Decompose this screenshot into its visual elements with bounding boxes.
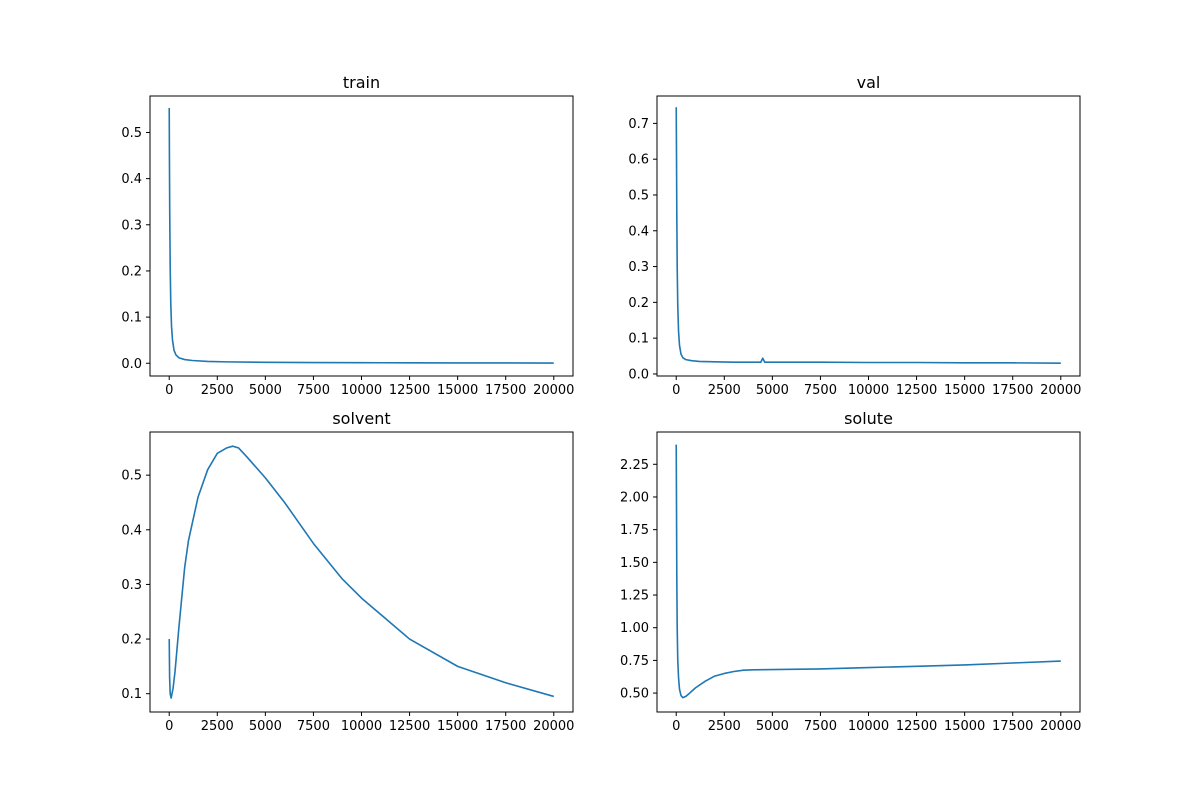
y-tick-label: 0.3 (121, 578, 142, 593)
y-tick-label: 0.0 (121, 357, 142, 372)
axes-frame (149, 95, 574, 377)
y-tick-label: 0.3 (628, 260, 649, 275)
y-tick-label: 0.2 (628, 296, 649, 311)
y-tick-label: 0.3 (121, 218, 142, 233)
x-tick-label: 20000 (1040, 719, 1081, 734)
y-tick-label: 2.00 (620, 490, 649, 505)
x-tick-label: 12500 (389, 383, 430, 398)
subplot-solvent: solvent 0 2500 5000 7500 10000 12500 15000 17500… (121, 409, 574, 734)
y-tick-label: 1.50 (620, 556, 649, 571)
x-tick-label: 2500 (201, 383, 234, 398)
y-tick-label: 1.75 (620, 523, 649, 538)
series-line (168, 445, 554, 699)
x-tick-label: 10000 (848, 383, 889, 398)
x-tick-label: 20000 (533, 383, 574, 398)
x-tick-label: 7500 (804, 719, 837, 734)
x-tick-label: 0 (672, 719, 680, 734)
y-tick-label: 1.25 (620, 589, 649, 604)
x-tick-label: 0 (165, 719, 173, 734)
axes-frame (149, 431, 574, 713)
subplot-title: solvent (332, 409, 390, 428)
x-tick-label: 15000 (437, 383, 478, 398)
y-tick-label: 0.2 (121, 264, 142, 279)
x-tick-label: 15000 (437, 719, 478, 734)
y-tick-label: 0.1 (121, 687, 142, 702)
axes-frame (656, 431, 1081, 713)
subplot-title: train (343, 73, 380, 92)
x-tick-label: 0 (672, 383, 680, 398)
y-tick-label: 0.5 (121, 126, 142, 141)
y-tick-label: 2.25 (620, 458, 649, 473)
series-line (675, 444, 1061, 699)
subplot-title: solute (844, 409, 893, 428)
x-tick-label: 2500 (201, 719, 234, 734)
subplot-title: val (857, 73, 881, 92)
y-tick-label: 0.4 (121, 172, 142, 187)
axes-frame (656, 95, 1081, 377)
x-tick-label: 15000 (944, 383, 985, 398)
x-tick-label: 10000 (341, 719, 382, 734)
y-tick-label: 0.1 (121, 311, 142, 326)
subplot-solute: solute 0 2500 5000 7500 10000 12500 15000 17500 2… (620, 409, 1081, 734)
x-tick-label: 17500 (485, 719, 526, 734)
x-tick-label: 10000 (848, 719, 889, 734)
x-tick-label: 12500 (389, 719, 430, 734)
y-tick-label: 0.6 (628, 153, 649, 168)
y-tick-label: 0.1 (628, 332, 649, 347)
subplot-train: train 0 2500 5000 7500 10000 12500 15000 17500 20… (121, 73, 574, 398)
x-tick-label: 12500 (896, 719, 937, 734)
y-tick-label: 0.7 (628, 117, 649, 132)
x-tick-label: 20000 (533, 719, 574, 734)
subplot-val: val 0 2500 5000 7500 10000 12500 15000 17500 2000… (628, 73, 1081, 398)
y-tick-label: 0.5 (628, 188, 649, 203)
x-tick-label: 17500 (992, 719, 1033, 734)
x-tick-label: 17500 (992, 383, 1033, 398)
x-tick-label: 7500 (297, 719, 330, 734)
x-tick-label: 7500 (804, 383, 837, 398)
y-tick-label: 0.0 (628, 367, 649, 382)
x-tick-label: 5000 (756, 383, 789, 398)
y-tick-label: 0.50 (620, 687, 649, 702)
x-tick-label: 0 (165, 383, 173, 398)
x-tick-label: 5000 (756, 719, 789, 734)
x-tick-label: 10000 (341, 383, 382, 398)
y-tick-label: 0.2 (121, 633, 142, 648)
y-tick-label: 0.5 (121, 469, 142, 484)
x-tick-label: 20000 (1040, 383, 1081, 398)
y-tick-label: 0.75 (620, 654, 649, 669)
x-tick-label: 5000 (249, 383, 282, 398)
x-tick-label: 15000 (944, 719, 985, 734)
x-tick-label: 7500 (297, 383, 330, 398)
y-tick-label: 0.4 (628, 224, 649, 239)
x-tick-label: 2500 (708, 383, 741, 398)
series-line (675, 107, 1061, 365)
x-tick-label: 2500 (708, 719, 741, 734)
x-tick-label: 12500 (896, 383, 937, 398)
y-tick-label: 0.4 (121, 523, 142, 538)
x-tick-label: 5000 (249, 719, 282, 734)
x-tick-label: 17500 (485, 383, 526, 398)
y-tick-label: 1.00 (620, 621, 649, 636)
series-line (168, 107, 554, 364)
